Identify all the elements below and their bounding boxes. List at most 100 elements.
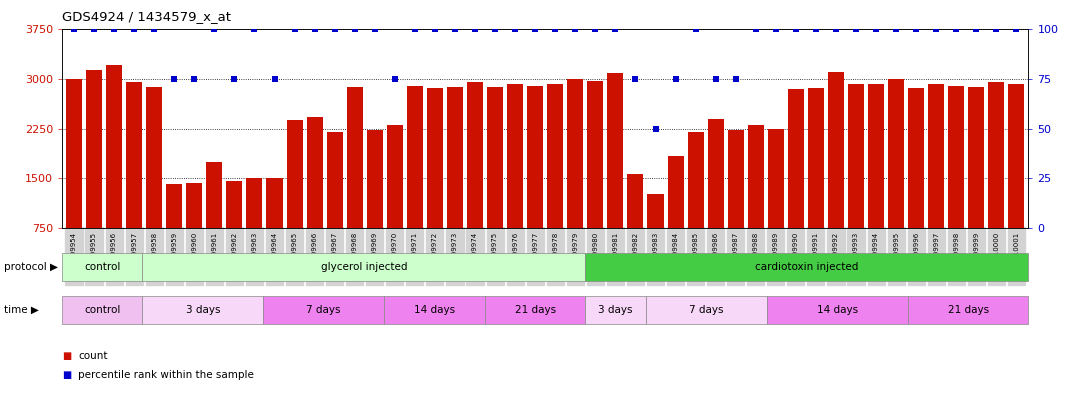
- Text: cardiotoxin injected: cardiotoxin injected: [755, 262, 859, 272]
- Point: [426, 26, 443, 33]
- Point: [506, 26, 523, 33]
- Bar: [62, 296, 142, 324]
- Bar: [66, 79, 82, 277]
- Point: [547, 26, 564, 33]
- Point: [126, 26, 143, 33]
- Point: [266, 76, 283, 82]
- Bar: [767, 296, 908, 324]
- Bar: [267, 178, 283, 277]
- Bar: [407, 86, 423, 277]
- Bar: [507, 84, 523, 277]
- Bar: [969, 87, 985, 277]
- Bar: [106, 64, 122, 277]
- Bar: [327, 132, 343, 277]
- Bar: [646, 296, 767, 324]
- Text: glycerol injected: glycerol injected: [320, 262, 407, 272]
- Bar: [948, 86, 964, 277]
- Point: [106, 26, 123, 33]
- Bar: [587, 81, 603, 277]
- Point: [828, 26, 845, 33]
- Bar: [547, 84, 563, 277]
- Bar: [668, 156, 684, 277]
- Bar: [142, 296, 264, 324]
- Bar: [384, 296, 485, 324]
- Point: [166, 76, 183, 82]
- Bar: [487, 87, 503, 277]
- Text: 7 days: 7 days: [689, 305, 723, 315]
- Point: [968, 26, 985, 33]
- Point: [85, 26, 103, 33]
- Bar: [427, 88, 443, 277]
- Text: 21 days: 21 days: [515, 305, 555, 315]
- Point: [346, 26, 363, 33]
- Text: 14 days: 14 days: [817, 305, 858, 315]
- Bar: [868, 84, 884, 277]
- Text: 14 days: 14 days: [414, 305, 455, 315]
- Bar: [585, 296, 646, 324]
- Text: 3 days: 3 days: [598, 305, 633, 315]
- Point: [687, 26, 704, 33]
- Point: [186, 76, 203, 82]
- Bar: [768, 129, 784, 277]
- Point: [727, 76, 744, 82]
- Text: percentile rank within the sample: percentile rank within the sample: [78, 370, 254, 380]
- Text: control: control: [84, 305, 121, 315]
- Point: [908, 26, 925, 33]
- Point: [406, 26, 423, 33]
- Point: [225, 76, 242, 82]
- Bar: [528, 86, 544, 277]
- Bar: [467, 83, 483, 277]
- Bar: [828, 72, 844, 277]
- Bar: [908, 296, 1028, 324]
- Bar: [567, 79, 583, 277]
- Text: 21 days: 21 days: [947, 305, 989, 315]
- Bar: [226, 181, 242, 277]
- Point: [888, 26, 905, 33]
- Bar: [928, 84, 944, 277]
- Point: [668, 76, 685, 82]
- Point: [326, 26, 343, 33]
- Point: [647, 125, 664, 132]
- Point: [246, 26, 263, 33]
- Bar: [247, 178, 263, 277]
- Bar: [908, 88, 924, 277]
- Bar: [788, 89, 804, 277]
- Bar: [748, 125, 764, 277]
- Bar: [1008, 84, 1024, 277]
- Bar: [848, 84, 864, 277]
- Bar: [688, 132, 704, 277]
- Bar: [206, 162, 222, 277]
- Bar: [988, 82, 1004, 277]
- Point: [145, 26, 162, 33]
- Point: [848, 26, 865, 33]
- Text: count: count: [78, 351, 108, 361]
- Bar: [87, 70, 103, 277]
- Point: [807, 26, 824, 33]
- Point: [286, 26, 303, 33]
- Point: [366, 26, 383, 33]
- Text: ■: ■: [62, 351, 72, 361]
- Point: [206, 26, 223, 33]
- Point: [1008, 26, 1025, 33]
- Point: [487, 26, 504, 33]
- Bar: [627, 174, 644, 277]
- Text: protocol ▶: protocol ▶: [4, 262, 59, 272]
- Point: [748, 26, 765, 33]
- Point: [446, 26, 464, 33]
- Text: control: control: [84, 262, 121, 272]
- Bar: [347, 87, 363, 277]
- Bar: [727, 130, 743, 277]
- Point: [707, 76, 724, 82]
- Point: [607, 26, 624, 33]
- Point: [947, 26, 964, 33]
- Text: time ▶: time ▶: [4, 305, 40, 315]
- Point: [527, 26, 544, 33]
- Bar: [146, 87, 162, 277]
- Bar: [167, 184, 183, 277]
- Text: 7 days: 7 days: [307, 305, 341, 315]
- Bar: [307, 118, 323, 277]
- Bar: [286, 120, 302, 277]
- Point: [567, 26, 584, 33]
- Point: [867, 26, 884, 33]
- Bar: [142, 253, 585, 281]
